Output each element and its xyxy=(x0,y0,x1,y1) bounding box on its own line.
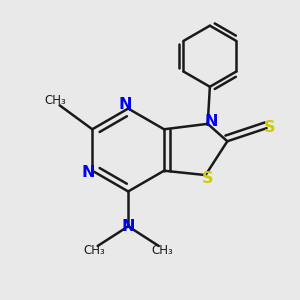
Text: CH₃: CH₃ xyxy=(151,244,173,257)
Text: S: S xyxy=(202,171,213,186)
Text: N: N xyxy=(81,165,95,180)
Text: S: S xyxy=(264,120,276,135)
Text: N: N xyxy=(204,114,218,129)
Text: CH₃: CH₃ xyxy=(83,244,105,257)
Text: N: N xyxy=(122,219,135,234)
Text: CH₃: CH₃ xyxy=(44,94,66,107)
Text: N: N xyxy=(118,97,132,112)
